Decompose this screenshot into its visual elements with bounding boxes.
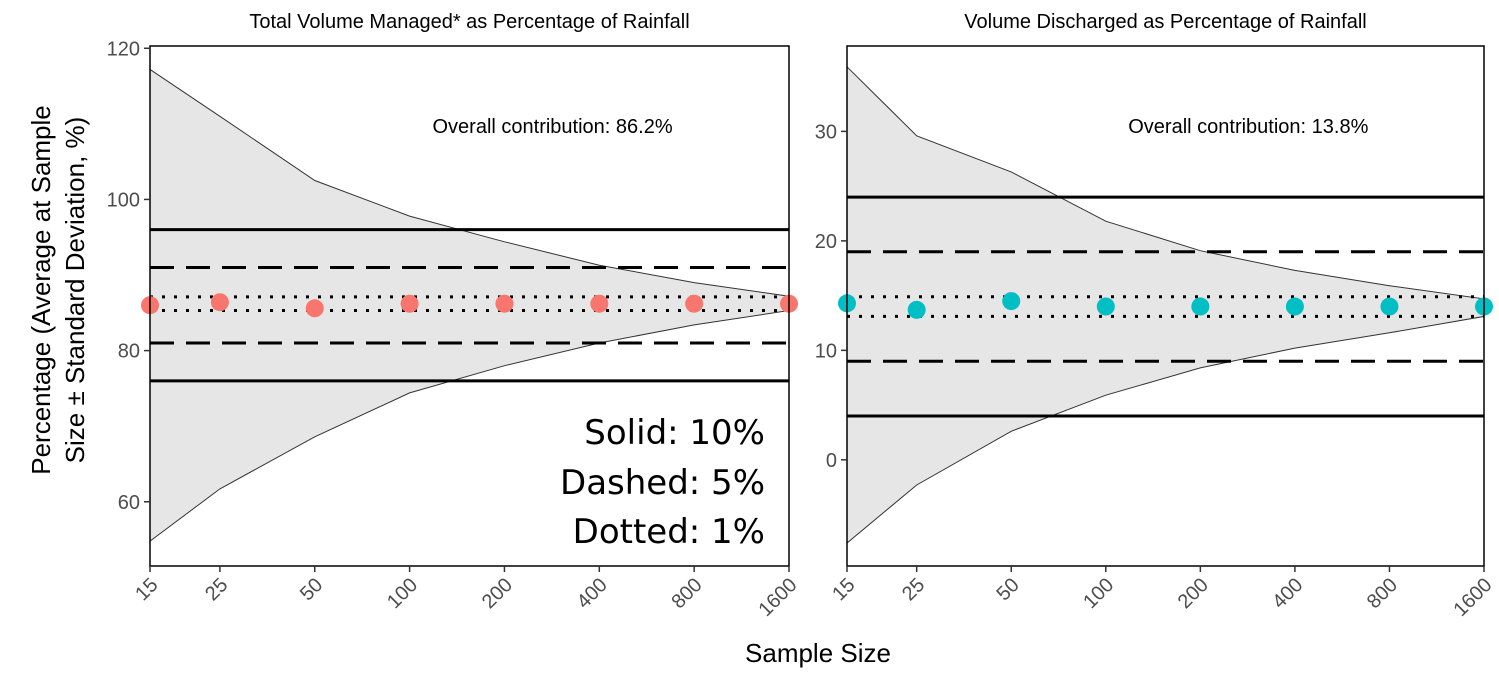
x-tick-label: 400 xyxy=(573,574,612,613)
y-axis-label-line2: Size ± Standard Deviation, %) xyxy=(60,117,90,464)
x-axis-label: Sample Size xyxy=(745,638,891,668)
data-point xyxy=(305,299,324,318)
data-point xyxy=(495,294,514,313)
data-point xyxy=(590,294,609,313)
chart-title: Total Volume Managed* as Percentage of R… xyxy=(249,11,689,33)
y-tick-label: 60 xyxy=(118,492,140,514)
x-tick-label: 800 xyxy=(668,574,707,613)
data-point xyxy=(1096,297,1115,316)
annotation-overall-contribution: Overall contribution: 86.2% xyxy=(432,116,672,138)
x-tick-label: 200 xyxy=(478,574,517,613)
x-tick-label: 25 xyxy=(898,574,929,605)
data-point xyxy=(907,300,926,319)
y-tick-label: 0 xyxy=(826,450,837,472)
y-tick-label: 80 xyxy=(118,341,140,363)
data-point xyxy=(1380,297,1399,316)
x-tick-label: 100 xyxy=(1079,574,1118,613)
y-tick-label: 10 xyxy=(815,340,837,362)
legend-solid: Solid: 10% xyxy=(584,413,765,453)
x-tick-label: 1600 xyxy=(755,574,802,621)
x-tick-label: 1600 xyxy=(1450,574,1497,621)
y-tick-label: 120 xyxy=(107,38,140,60)
data-point xyxy=(685,294,704,313)
data-point xyxy=(400,294,419,313)
panel-border xyxy=(846,45,1485,567)
data-point xyxy=(1191,297,1210,316)
x-tick-label: 200 xyxy=(1174,574,1213,613)
y-tick-label: 100 xyxy=(107,189,140,211)
legend-dotted: Dotted: 1% xyxy=(573,512,765,552)
x-tick-label: 15 xyxy=(131,574,162,605)
chart-title: Volume Discharged as Percentage of Rainf… xyxy=(964,11,1366,33)
x-tick-label: 50 xyxy=(296,574,327,605)
y-tick-label: 20 xyxy=(815,231,837,253)
legend: Solid: 10% Dashed: 5% Dotted: 1% xyxy=(560,413,765,552)
data-point xyxy=(1002,292,1021,311)
y-tick-label: 30 xyxy=(815,121,837,143)
data-point xyxy=(210,293,229,312)
panel-right: 0 10 20 30 15 25 50 100 200 400 800 1600 Volume Disc… xyxy=(815,11,1497,621)
legend-dashed: Dashed: 5% xyxy=(560,463,765,503)
x-tick-label: 25 xyxy=(201,574,232,605)
panel-border xyxy=(149,45,790,567)
y-axis-label-line1: Percentage (Average at Sample xyxy=(26,105,56,475)
x-tick-label: 800 xyxy=(1363,574,1402,613)
x-tick-label: 50 xyxy=(992,574,1023,605)
x-tick-label: 15 xyxy=(828,574,859,605)
x-tick-label: 400 xyxy=(1268,574,1307,613)
annotation-overall-contribution: Overall contribution: 13.8% xyxy=(1128,116,1368,138)
x-tick-label: 100 xyxy=(383,574,422,613)
data-point xyxy=(1285,297,1304,316)
